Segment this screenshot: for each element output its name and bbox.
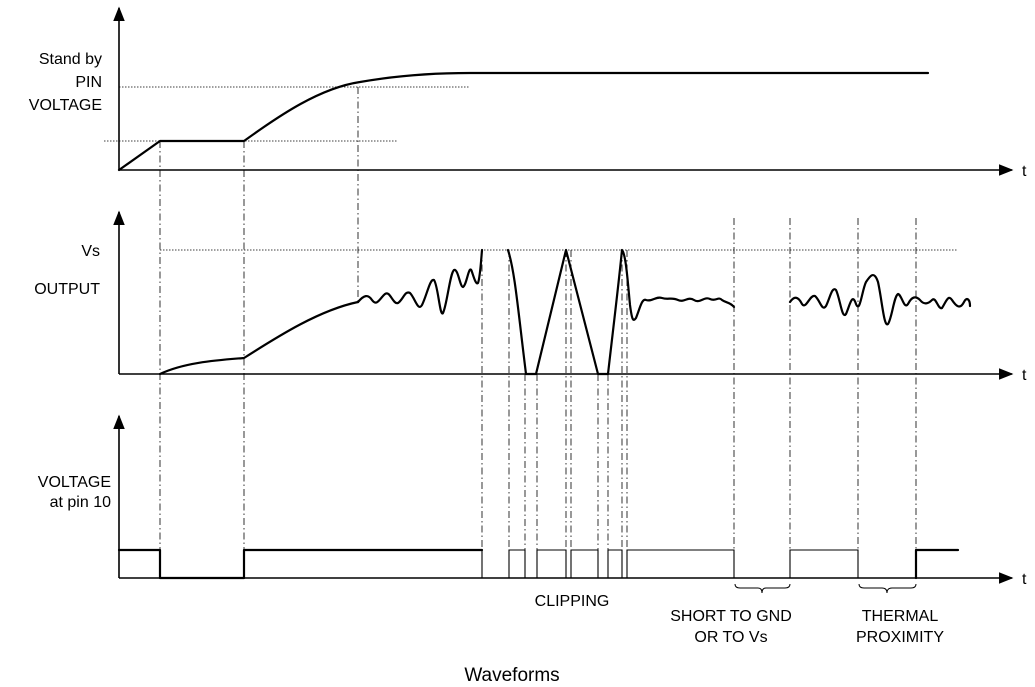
output-panel: Vs OUTPUT t: [34, 210, 1027, 384]
pin10-panel: VOLTAGE at pin 10 t CLIPPING SHORT TO GN…: [38, 414, 1027, 646]
standby-voltage-curve: [117, 71, 930, 172]
standby-label-line-1: Stand by: [39, 51, 102, 68]
clipping-label: CLIPPING: [535, 593, 610, 610]
output-clipping-waveform: [506, 248, 736, 376]
pin10-label-line-2: at pin 10: [50, 494, 111, 511]
pin10-level-early: [117, 548, 484, 580]
standby-label-line-3: VOLTAGE: [29, 97, 102, 114]
standby-label-line-2: PIN: [75, 74, 102, 91]
thermal-label-line-1: THERMAL: [862, 608, 939, 625]
caption: Waveforms: [464, 665, 559, 686]
short-label-line-2: OR TO Vs: [694, 629, 767, 646]
timing-guides: [159, 87, 917, 578]
output-t-label: t: [1022, 367, 1027, 384]
pin10-level-late: [914, 548, 960, 580]
short-label-line-1: SHORT TO GND: [670, 608, 792, 625]
short-brace: [734, 583, 791, 594]
output-signal-2: [788, 274, 972, 326]
pin10-label-line-1: VOLTAGE: [38, 474, 111, 491]
thermal-brace: [858, 583, 917, 594]
thermal-label-line-2: PROXIMITY: [856, 629, 944, 646]
pin10-level-clipping: [481, 549, 916, 579]
output-label: OUTPUT: [34, 281, 100, 298]
output-rising-curve: [158, 300, 360, 376]
standby-t-label: t: [1022, 163, 1027, 180]
standby-panel: Stand by PIN VOLTAGE t: [29, 6, 1027, 180]
pin10-t-label: t: [1022, 571, 1027, 588]
vs-label: Vs: [81, 243, 100, 260]
output-signal-1: [356, 248, 484, 315]
